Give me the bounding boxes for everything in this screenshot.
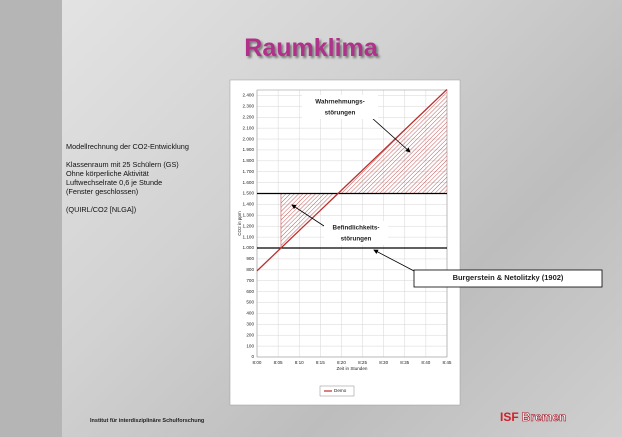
x-tick-label: 8:40 (421, 360, 430, 365)
annotation-box (413, 269, 603, 288)
y-tick-label: 1.000 (243, 245, 255, 250)
x-axis-label: Zeit in Stunden (337, 366, 368, 371)
y-tick-label: 2.200 (243, 114, 255, 119)
y-tick-label: 1.100 (243, 234, 255, 239)
x-tick-label: 8:05 (274, 360, 283, 365)
y-tick-label: 700 (246, 278, 254, 283)
x-tick-label: 8:00 (253, 360, 262, 365)
annotation-text: Befindlichkeits- (333, 225, 380, 232)
annotation-arrow (373, 249, 417, 273)
x-tick-label: 8:10 (295, 360, 304, 365)
y-tick-label: 200 (246, 332, 254, 337)
y-axis-label: CO2 in ppm (237, 211, 242, 236)
y-tick-label: 1.400 (243, 202, 255, 207)
annotation-box (324, 221, 388, 245)
y-tick-label: 1.700 (243, 169, 255, 174)
y-tick-label: 1.800 (243, 158, 255, 163)
x-tick-label: 8:20 (337, 360, 346, 365)
y-tick-label: 2.300 (243, 104, 255, 109)
x-tick-label: 8:35 (400, 360, 409, 365)
x-tick-label: 8:15 (316, 360, 325, 365)
annotation-text: störungen (341, 236, 372, 243)
logo-isf: ISF (500, 410, 519, 424)
slide-title: Raumklima (244, 34, 378, 62)
annotation-box (302, 95, 378, 119)
y-tick-label: 900 (246, 256, 254, 261)
y-tick-label: 1.300 (243, 213, 255, 218)
y-tick-label: 400 (246, 311, 254, 316)
note: Klassenraum mit 25 Schülern (GS) (66, 160, 179, 169)
y-tick-label: 2.400 (243, 93, 255, 98)
line (256, 88, 448, 272)
logo: ISF Bremen (500, 410, 567, 425)
legend-label: Demo (334, 388, 347, 393)
y-tick-label: 800 (246, 267, 254, 272)
y-tick-label: 500 (246, 300, 254, 305)
note: Modellrechnung der CO2-Entwicklung (66, 142, 189, 151)
legend-box (319, 385, 355, 397)
x-tick-label: 8:25 (358, 360, 367, 365)
x-tick-label: 8:45 (443, 360, 452, 365)
annotation-text: störungen (325, 110, 356, 117)
note: Ohne körperliche Aktivität (66, 169, 149, 178)
y-tick-label: 300 (246, 322, 254, 327)
plot-frame (256, 89, 448, 358)
notes: Modellrechnung der CO2-Entwicklung Klass… (66, 142, 189, 214)
y-tick-label: 0 (251, 354, 254, 359)
y-tick-label: 1.500 (243, 191, 255, 196)
note: (Fenster geschlossen) (66, 187, 139, 196)
note: Luftwechselrate 0,6 je Stunde (66, 178, 163, 187)
annotation-arrow (371, 117, 411, 153)
y-tick-label: 1.600 (243, 180, 255, 185)
y-tick-label: 100 (246, 343, 254, 348)
footer: Institut für interdisziplinäre Schulfors… (90, 418, 205, 424)
annotation-text: Burgerstein & Netolitzky (1902) (453, 273, 564, 282)
x-tick-label: 8:30 (379, 360, 388, 365)
y-tick-label: 600 (246, 289, 254, 294)
y-tick-label: 1.900 (243, 147, 255, 152)
y-tick-label: 1.200 (243, 223, 255, 228)
logo-city: Bremen (521, 410, 567, 425)
y-tick-label: 2.000 (243, 136, 255, 141)
annotation-text: Wahrnehmungs- (315, 99, 364, 106)
annotation-arrow (291, 204, 325, 227)
note: (QUIRL/CO2 [NLGA]) (66, 205, 137, 214)
side-band (0, 0, 62, 437)
y-tick-label: 2.100 (243, 125, 255, 130)
